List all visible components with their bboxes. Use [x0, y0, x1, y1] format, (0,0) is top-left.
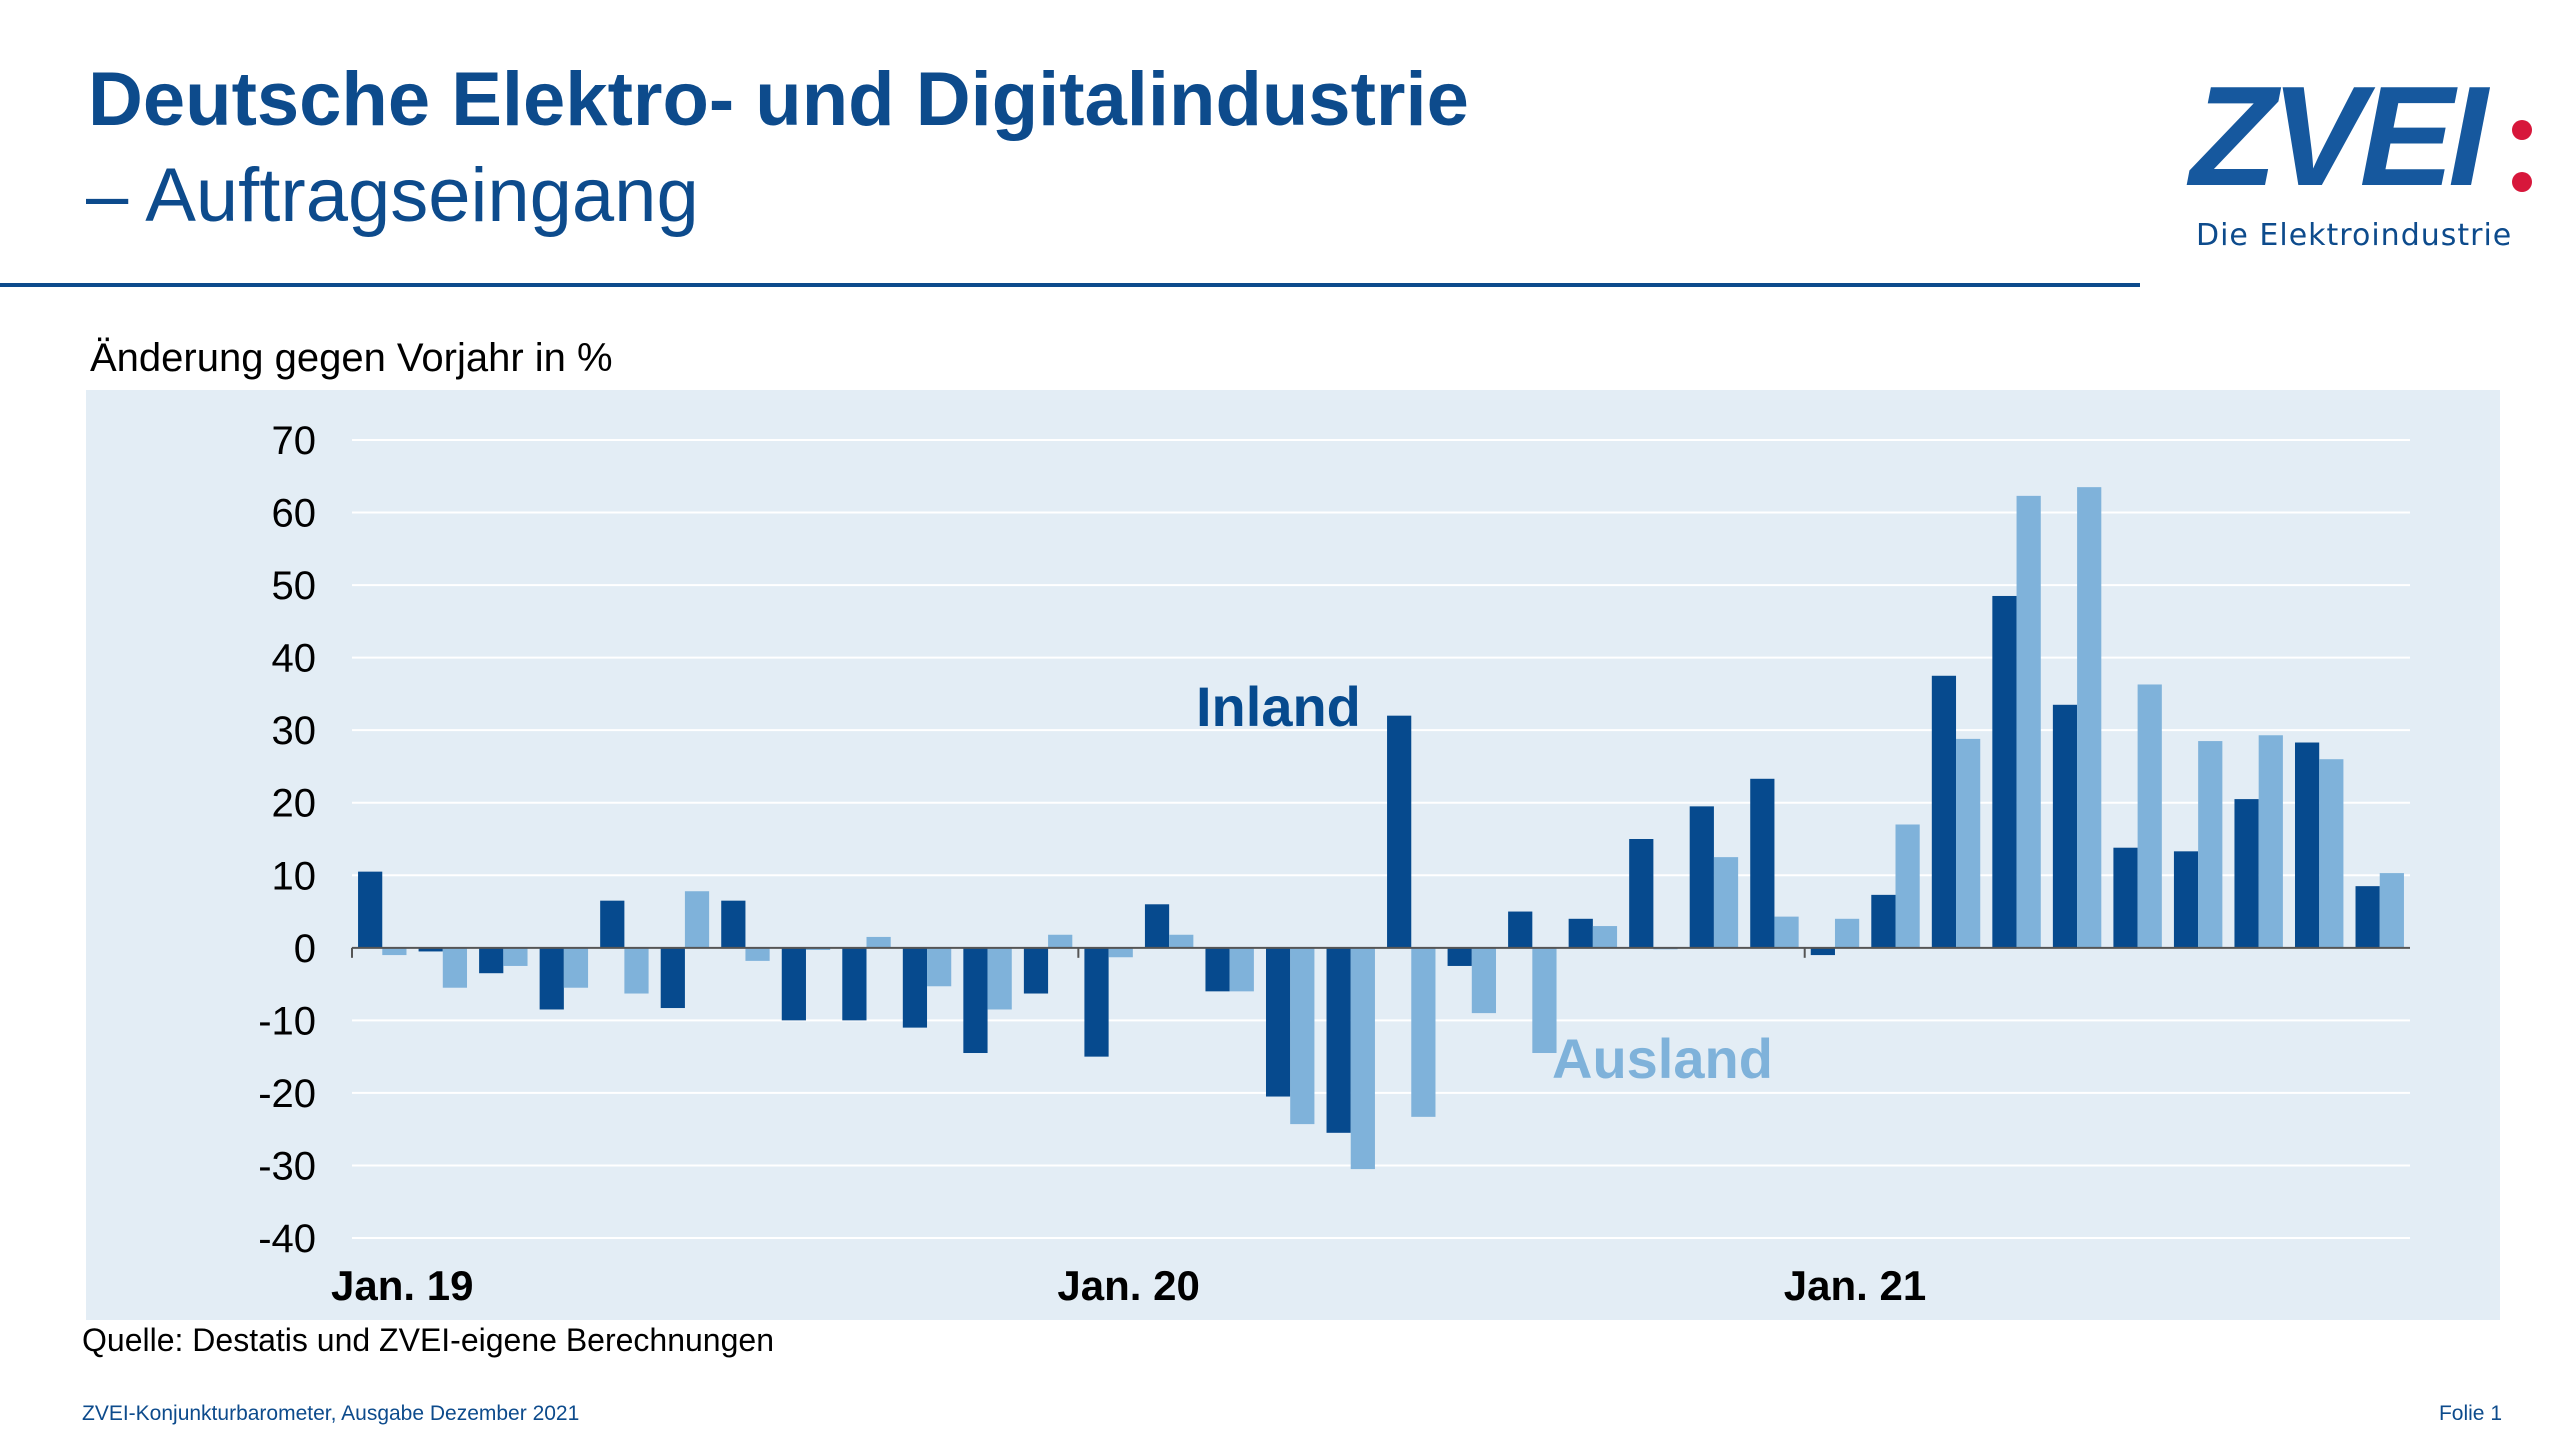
bar-ausland	[2077, 487, 2102, 948]
bar-inland	[2052, 704, 2078, 948]
bar-ausland	[442, 947, 468, 988]
bar-inland	[1931, 675, 1957, 948]
bar-inland	[1144, 904, 1170, 948]
bar-ausland	[1048, 934, 1073, 948]
annotation-inland: Inland	[1196, 675, 1361, 738]
bar-inland	[1871, 894, 1896, 948]
bar-inland	[1023, 947, 1049, 994]
bar-inland	[2355, 886, 2380, 948]
bar-ausland	[563, 947, 589, 988]
bar-ausland	[1411, 947, 1436, 1117]
bar-ausland	[1532, 947, 1557, 1054]
bar-ausland	[1592, 926, 1618, 948]
bar-inland	[781, 947, 806, 1021]
bar-ausland	[1290, 947, 1315, 1125]
y-tick-label: 10	[272, 854, 317, 898]
bar-inland	[1265, 947, 1291, 1097]
bar-ausland	[866, 936, 891, 948]
bar-ausland	[927, 947, 952, 987]
bar-inland	[1447, 947, 1472, 966]
bar-inland	[600, 900, 625, 948]
bar-inland	[1810, 947, 1835, 956]
bar-ausland	[1834, 918, 1860, 948]
bar-inland	[1992, 595, 2017, 948]
bar-inland	[1084, 947, 1109, 1057]
y-tick-label: 60	[272, 492, 317, 536]
logo-wordmark: ZVEI	[2190, 57, 2488, 216]
y-tick-label: -10	[258, 999, 316, 1043]
page-title: Deutsche Elektro- und Digitalindustrie	[88, 57, 1469, 142]
bar-inland	[1568, 918, 1593, 948]
y-tick-label: -20	[258, 1072, 316, 1116]
y-tick-label: -30	[258, 1144, 316, 1188]
bar-inland	[660, 947, 685, 1009]
y-tick-label: 50	[272, 564, 317, 608]
bar-inland	[902, 947, 928, 1028]
bar-inland	[539, 947, 564, 1010]
bar-ausland	[503, 947, 528, 966]
bar-ausland	[1229, 947, 1254, 992]
bar-ausland	[684, 891, 710, 948]
bar-inland	[2113, 847, 2138, 948]
bar-ausland	[1713, 857, 1739, 948]
logo-subtitle: Die Elektroindustrie	[2196, 218, 2513, 253]
bar-inland	[479, 947, 504, 974]
bar-inland	[2173, 851, 2199, 948]
zvei-logo: ZVEI Die Elektroindustrie	[2190, 62, 2540, 260]
bar-inland	[1689, 806, 1714, 948]
x-tick-label: Jan. 19	[331, 1262, 473, 1309]
bar-inland	[1205, 947, 1230, 992]
bar-ausland	[1471, 947, 1497, 1014]
x-tick-label: Jan. 20	[1057, 1262, 1199, 1309]
y-tick-label: 20	[272, 782, 317, 826]
bar-ausland	[1895, 824, 1920, 948]
bar-ausland	[2016, 495, 2041, 948]
source-note: Quelle: Destatis und ZVEI-eigene Berechn…	[82, 1322, 774, 1358]
bar-inland	[842, 947, 867, 1021]
y-tick-label: -40	[258, 1217, 316, 1261]
bar-ausland	[382, 947, 407, 956]
bar-inland	[1629, 839, 1654, 948]
annotation-ausland: Ausland	[1552, 1027, 1773, 1090]
bar-inland	[721, 900, 746, 948]
bar-ausland	[2258, 735, 2283, 948]
logo-dot-top	[2512, 120, 2532, 140]
bar-ausland	[2198, 741, 2223, 948]
bar-inland	[1750, 778, 1775, 948]
bar-ausland	[805, 947, 831, 950]
bar-inland	[1508, 911, 1533, 948]
bar-ausland	[1350, 947, 1375, 1170]
y-tick-label: 70	[272, 419, 317, 463]
bar-inland	[963, 947, 988, 1054]
x-tick-label: Jan. 21	[1784, 1262, 1926, 1309]
bar-inland	[358, 871, 383, 948]
title-divider	[0, 283, 2140, 287]
bar-inland	[2294, 742, 2320, 948]
bar-ausland	[745, 947, 770, 961]
bar-ausland	[2137, 684, 2162, 948]
footer-publication: ZVEI-Konjunkturbarometer, Ausgabe Dezemb…	[82, 1402, 580, 1425]
bar-inland	[418, 947, 443, 952]
chart-y-axis-label: Änderung gegen Vorjahr in %	[90, 336, 613, 380]
logo-dot-bottom	[2512, 172, 2532, 192]
bar-ausland	[1774, 916, 1799, 948]
footer-slide-number: Folie 1	[2438, 1402, 2502, 1425]
bar-inland	[1326, 947, 1351, 1133]
bar-ausland	[624, 947, 649, 994]
bar-inland	[2234, 799, 2259, 948]
bar-inland	[1387, 715, 1412, 948]
bar-ausland	[1108, 947, 1133, 958]
bar-ausland	[987, 947, 1012, 1010]
bar-ausland	[1956, 738, 1981, 948]
bar-ausland	[2379, 873, 2404, 948]
bar-ausland	[2319, 759, 2344, 948]
y-tick-label: 30	[272, 709, 317, 753]
y-tick-label: 0	[294, 927, 316, 971]
y-tick-label: 40	[272, 637, 317, 681]
bar-ausland	[1169, 934, 1194, 948]
page-subtitle: – Auftragseingang	[86, 153, 699, 238]
